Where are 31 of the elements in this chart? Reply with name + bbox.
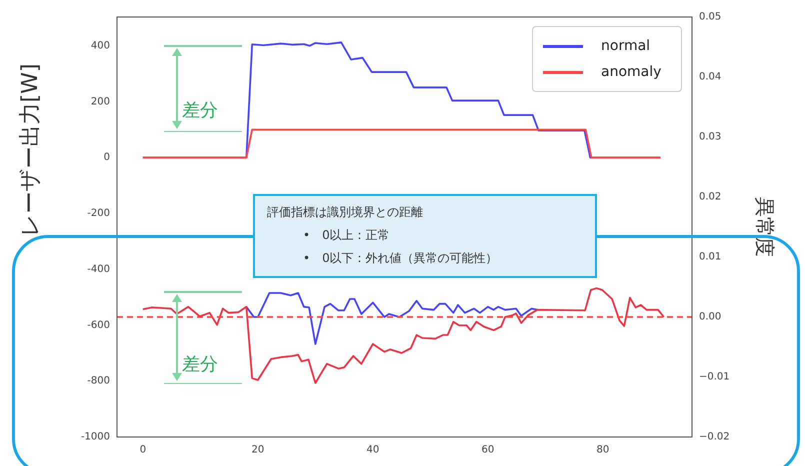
legend-label: anomaly xyxy=(601,64,662,80)
y-tick-label: 200 xyxy=(90,96,110,108)
y-tick-label: 400 xyxy=(90,40,110,52)
y2-tick-label: 0.01 xyxy=(699,252,722,263)
callout-box: 評価指標は識別境界との距離 • 0以上：正常 • 0以下：外れ値（異常の可能性） xyxy=(253,194,597,278)
annotation: • 0以下：外れ値（異常の可能性） xyxy=(302,250,499,267)
x-tick-label: 60 xyxy=(482,444,494,456)
x-tick-label: 20 xyxy=(252,444,264,456)
y-tick-label: -200 xyxy=(87,208,110,220)
y2-tick-label: −0.02 xyxy=(699,432,730,443)
annotation: • 0以上：正常 xyxy=(302,227,391,244)
x-tick-label: 40 xyxy=(366,444,380,456)
x-tick-label: 80 xyxy=(596,444,610,456)
legend-label: normal xyxy=(601,38,650,54)
y2-tick-label: 0.03 xyxy=(699,132,722,143)
annotation: 差分 xyxy=(182,99,218,122)
y2-axis-title: 異常度 xyxy=(752,197,777,257)
y2-tick-label: −0.01 xyxy=(699,372,730,383)
y2-tick-label: 0.00 xyxy=(699,312,722,323)
annotation: 差分 xyxy=(182,353,218,376)
y-tick-label: -1000 xyxy=(80,432,110,443)
annotation: 評価指標は識別境界との距離 xyxy=(267,204,424,221)
x-tick-label: 0 xyxy=(140,444,146,456)
y-axis-title: レーザー出力[W] xyxy=(17,64,44,236)
y2-tick-label: 0.02 xyxy=(699,192,722,203)
y-tick-label: -400 xyxy=(87,264,110,275)
y-tick-label: -800 xyxy=(87,376,110,387)
y-tick-label: -600 xyxy=(87,320,110,331)
y2-tick-label: 0.04 xyxy=(699,72,722,83)
y2-tick-label: 0.05 xyxy=(699,12,722,23)
y-tick-label: 0 xyxy=(104,152,110,164)
